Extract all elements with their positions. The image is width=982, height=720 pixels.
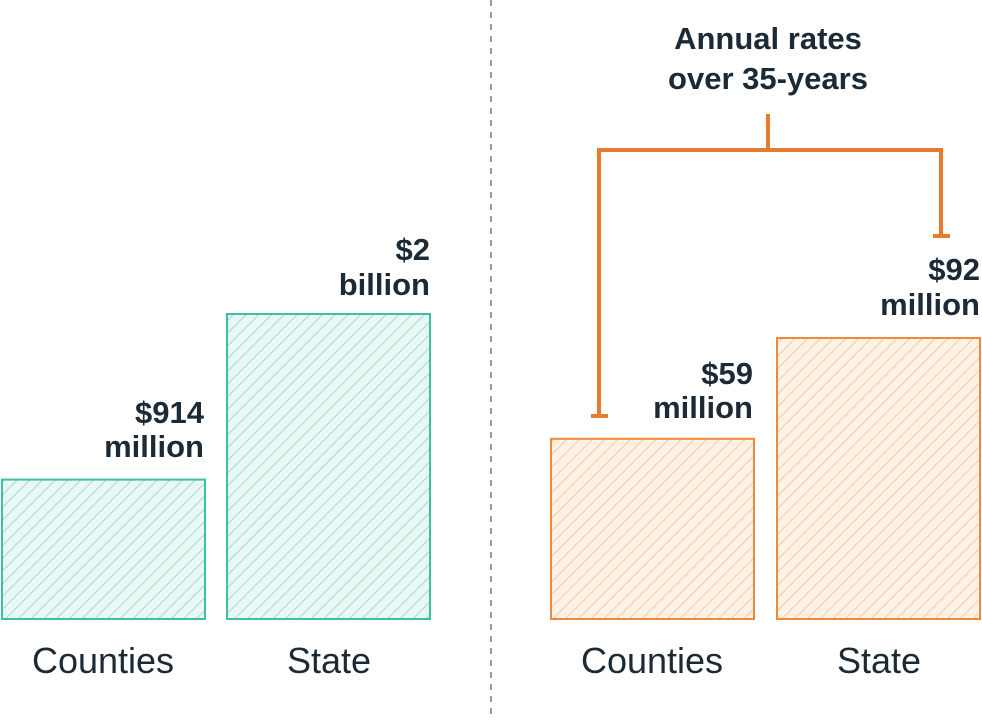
value-label-state-total-amount: $2 <box>396 232 430 267</box>
bar-state-annual <box>776 337 981 620</box>
category-label-counties-left: Counties <box>32 640 174 681</box>
category-label-state-left: State <box>287 640 371 681</box>
annotation-line-1: Annual rates <box>674 21 862 56</box>
bar-state-total <box>226 313 431 620</box>
value-label-counties-total-amount: $914 <box>135 395 205 430</box>
value-label-counties-annual-amount: $59 <box>701 356 753 391</box>
value-label-state-annual-unit: million <box>880 287 980 322</box>
right-panel: $59 million $92 million Counties State A… <box>550 21 981 681</box>
value-label-state-annual-amount: $92 <box>928 252 980 287</box>
value-label-counties-annual-unit: million <box>653 390 753 425</box>
bar-counties-annual <box>550 437 755 620</box>
annotation-line-2: over 35-years <box>668 61 868 96</box>
left-panel: $914 million $2 billion Counties State <box>1 232 431 681</box>
value-label-state-total-unit: billion <box>339 267 430 302</box>
value-label-counties-total-unit: million <box>104 429 204 464</box>
category-label-counties-right: Counties <box>581 640 723 681</box>
bar-counties-total <box>1 478 206 620</box>
category-label-state-right: State <box>837 640 921 681</box>
annotation-bracket <box>591 114 950 418</box>
